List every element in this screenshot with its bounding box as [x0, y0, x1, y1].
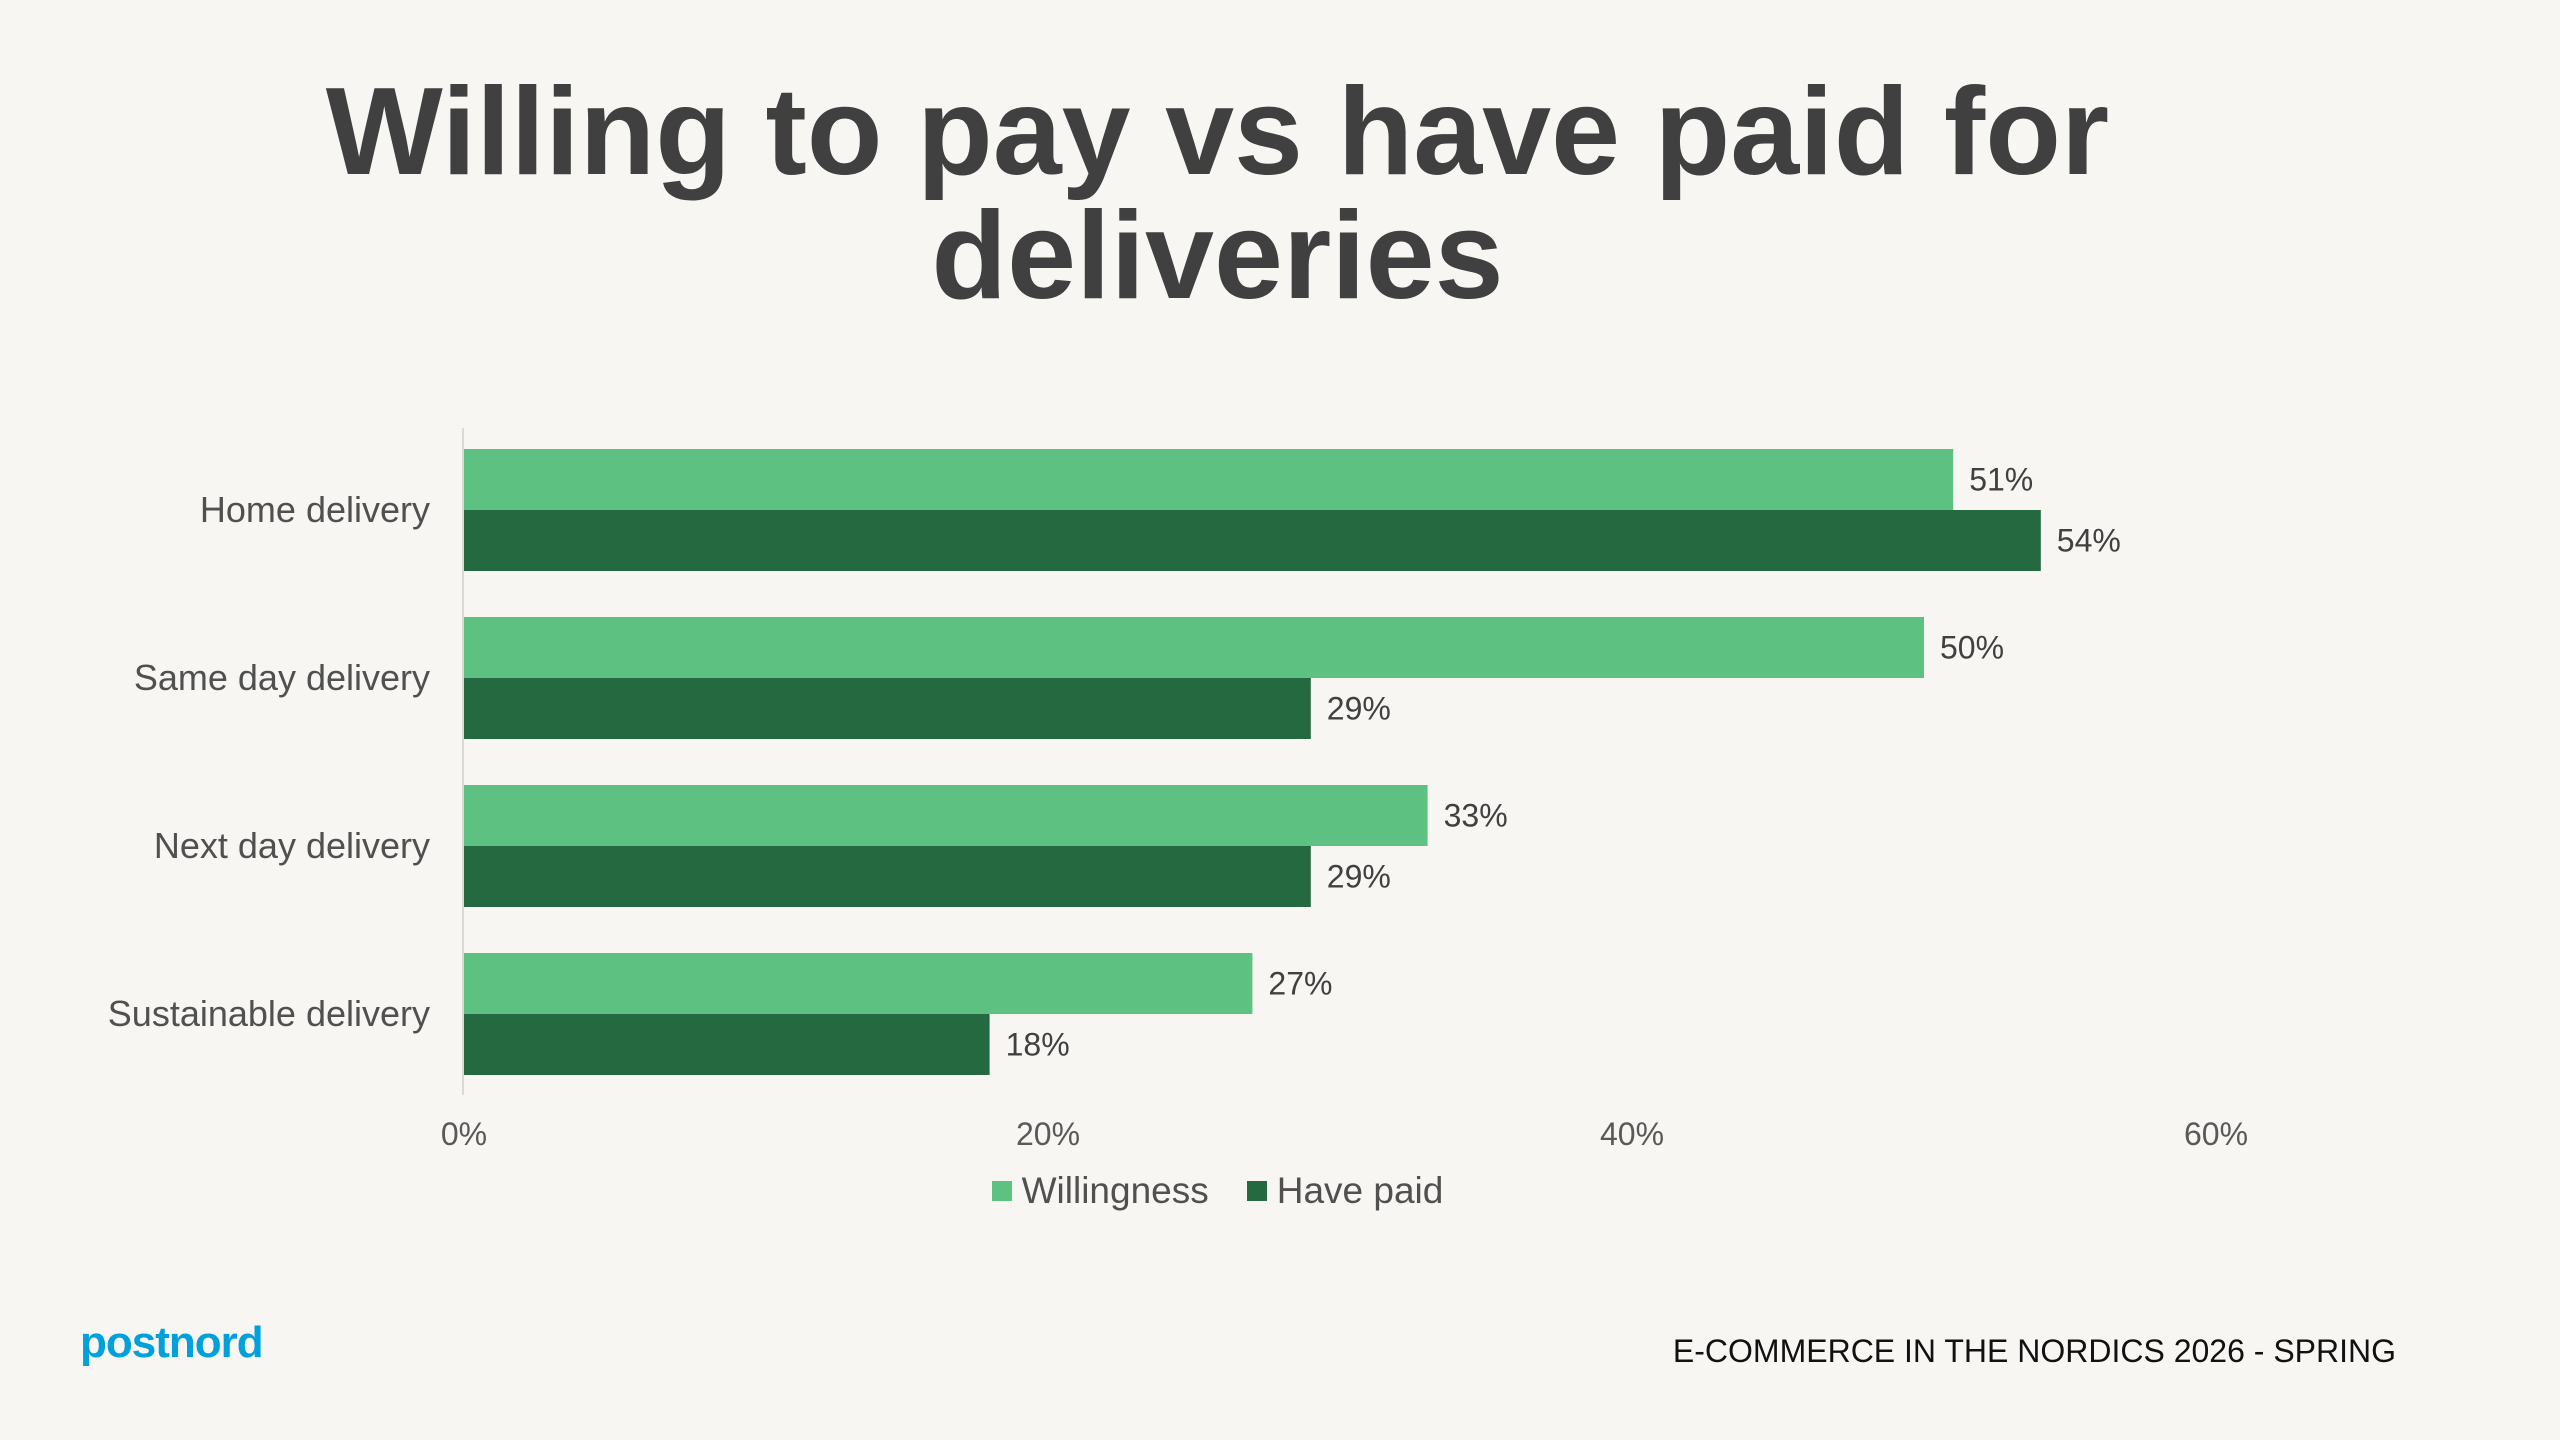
- legend-swatch-willingness: [991, 1181, 1012, 1201]
- data-label: 50%: [1940, 630, 2004, 666]
- bar-have-paid: [464, 510, 2041, 571]
- data-label: 29%: [1327, 691, 1391, 727]
- data-label: 54%: [2057, 523, 2121, 559]
- legend-item-have-paid: Have paid: [1246, 1170, 1444, 1212]
- data-label: 33%: [1444, 798, 1508, 834]
- bar-willingness: [464, 785, 1428, 846]
- category-label: Sustainable delivery: [108, 993, 430, 1034]
- legend: Willingness Have paid: [0, 1170, 2435, 1212]
- category-label: Same day delivery: [134, 657, 430, 698]
- page-title: Willing to pay vs have paid for deliveri…: [0, 70, 2435, 318]
- footer-text: E-COMMERCE IN THE NORDICS 2026 - SPRING: [1672, 1333, 2396, 1369]
- legend-swatch-have-paid: [1246, 1181, 1267, 1201]
- legend-label-willingness: Willingness: [1021, 1170, 1209, 1211]
- data-label: 29%: [1327, 859, 1391, 895]
- data-label: 51%: [1969, 462, 2033, 498]
- data-label: 27%: [1268, 966, 1332, 1002]
- x-tick-label: 0%: [441, 1116, 487, 1152]
- bar-have-paid: [464, 1014, 990, 1075]
- x-tick-label: 60%: [2184, 1116, 2248, 1152]
- bar-have-paid: [464, 678, 1311, 739]
- postnord-logo: postnord: [80, 1318, 264, 1367]
- x-tick-label: 40%: [1600, 1116, 1664, 1152]
- legend-item-willingness: Willingness: [991, 1170, 1209, 1212]
- bar-willingness: [464, 449, 1954, 510]
- data-label: 18%: [1006, 1027, 1070, 1063]
- bar-have-paid: [464, 846, 1311, 907]
- legend-label-have-paid: Have paid: [1276, 1170, 1444, 1211]
- bar-willingness: [464, 617, 1924, 678]
- title-line-1: Willing to pay vs have paid for: [325, 63, 2110, 201]
- category-label: Home delivery: [200, 489, 430, 530]
- title-line-2: deliveries: [931, 187, 1504, 325]
- category-label: Next day delivery: [154, 825, 430, 866]
- x-tick-label: 20%: [1016, 1116, 1080, 1152]
- bar-willingness: [464, 953, 1253, 1014]
